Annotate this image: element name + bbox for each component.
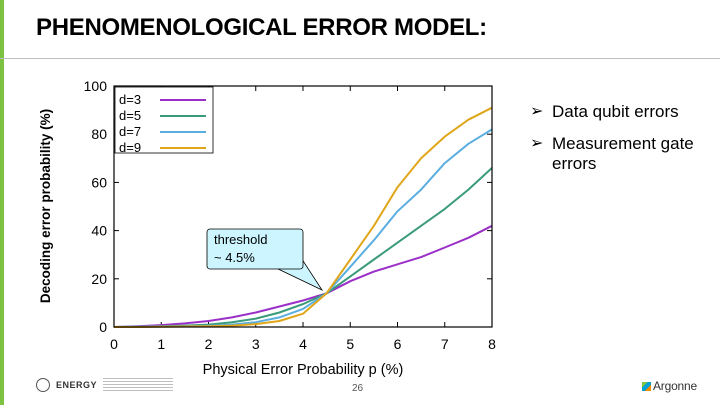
- x-tick-label: 2: [205, 336, 213, 352]
- accent-bar: [0, 0, 4, 405]
- arrow-bullet-icon: ➢: [530, 135, 544, 152]
- footer-logos: ENERGY: [36, 378, 174, 392]
- chart-legend: d=3d=5d=7d=9: [114, 86, 214, 155]
- y-tick-label: 20: [91, 271, 107, 287]
- y-axis-label: Decoding error probability (%): [38, 109, 53, 303]
- legend-label: d=3: [119, 92, 141, 107]
- slide-title: PHENOMENOLOGICAL ERROR MODEL:: [36, 14, 487, 41]
- footer-fine-print: [103, 378, 174, 392]
- energy-logo: ENERGY: [56, 380, 98, 390]
- callout-line-2: ~ 4.5%: [214, 250, 255, 265]
- argonne-logo-text: Argonne: [653, 379, 697, 393]
- bullet-text: Data qubit errors: [552, 102, 679, 121]
- x-tick-label: 1: [157, 336, 165, 352]
- callout-box: [206, 228, 304, 270]
- series-line-d3: [113, 224, 493, 328]
- x-tick-label: 8: [488, 336, 496, 352]
- y-tick-label: 0: [99, 319, 107, 335]
- title-divider: [0, 58, 720, 59]
- legend-label: d=5: [119, 108, 141, 123]
- x-tick-label: 6: [394, 336, 402, 352]
- x-tick-label: 4: [299, 336, 307, 352]
- x-tick-label: 7: [441, 336, 449, 352]
- y-tick-label: 80: [91, 126, 107, 142]
- bullet-list: ➢ Data qubit errors ➢ Measurement gate e…: [530, 102, 710, 186]
- x-axis-label: Physical Error Probability p (%): [203, 362, 404, 378]
- page-number: 26: [352, 383, 364, 394]
- y-tick-label: 60: [91, 174, 107, 190]
- callout-line-1: threshold: [214, 232, 267, 247]
- arrow-bullet-icon: ➢: [530, 103, 544, 120]
- threshold-callout: threshold ~ 4.5%: [206, 228, 324, 291]
- bullet-item: ➢ Measurement gate errors: [530, 134, 710, 174]
- bullet-item: ➢ Data qubit errors: [530, 102, 710, 122]
- doe-seal-icon: [36, 378, 50, 392]
- argonne-mark-icon: [642, 382, 651, 391]
- legend-label: d=7: [119, 124, 141, 139]
- x-tick-label: 3: [252, 336, 260, 352]
- y-tick-label: 40: [91, 223, 107, 239]
- legend-label: d=9: [119, 140, 141, 155]
- y-tick-label: 100: [84, 78, 108, 94]
- argonne-logo: Argonne: [642, 377, 697, 395]
- plot-frame: [113, 85, 493, 328]
- x-tick-label: 0: [110, 336, 118, 352]
- bullet-text: Measurement gate errors: [552, 134, 694, 173]
- series-line-d7: [113, 128, 493, 328]
- x-tick-label: 5: [346, 336, 354, 352]
